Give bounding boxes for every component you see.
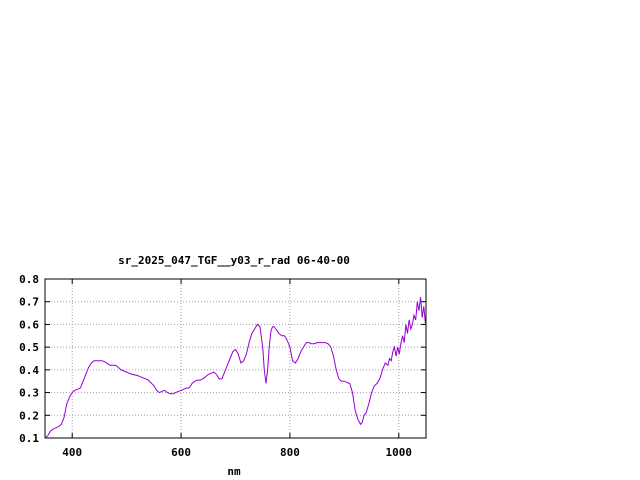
x-tick-label: 1000 [386, 446, 413, 459]
x-axis-label: nm [227, 465, 241, 478]
x-axis-tick-labels: 400 600 800 1000 [62, 446, 412, 459]
x-tick-label: 800 [280, 446, 300, 459]
y-tick-label: 0.7 [19, 296, 39, 309]
y-tick-label: 0.4 [19, 364, 39, 377]
chart-title: sr_2025_047_TGF__y03_r_rad 06-40-00 [118, 254, 350, 267]
y-axis-tick-labels: 0.1 0.2 0.3 0.4 0.5 0.6 0.7 0.8 [19, 273, 39, 445]
y-tick-label: 0.6 [19, 318, 39, 331]
plot-frame [44, 278, 427, 439]
y-tick-label: 0.8 [19, 273, 39, 286]
axis-ticks [45, 278, 426, 439]
grid-lines [45, 279, 426, 438]
series-line [44, 297, 426, 439]
x-tick-label: 600 [171, 446, 191, 459]
x-tick-label: 400 [62, 446, 82, 459]
y-tick-label: 0.1 [19, 432, 39, 445]
y-tick-label: 0.5 [19, 341, 39, 354]
y-tick-label: 0.3 [19, 387, 39, 400]
y-tick-label: 0.2 [19, 409, 39, 422]
